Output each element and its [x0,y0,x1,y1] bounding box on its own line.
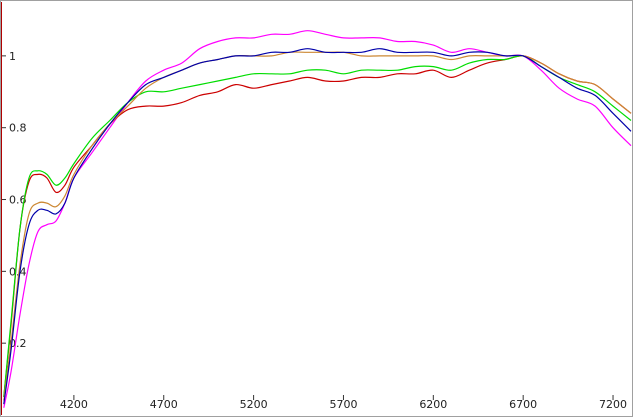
y-tick-label: 0.8 [9,122,27,135]
x-tick-label: 4200 [60,398,88,411]
x-tick-label: 5700 [329,398,357,411]
series-line-1 [3,30,632,408]
series-layer [3,30,632,408]
series-line-5 [3,48,632,405]
x-tick-label: 5200 [240,398,268,411]
series-line-4 [3,51,632,401]
y-tick-label: 1 [9,50,16,63]
y-tick-label: 0.6 [9,194,27,207]
y-tick-label: 0.2 [9,337,27,350]
y-tick-label: 0.4 [9,265,27,278]
x-tick-label: 6700 [509,398,537,411]
x-axis-ticks: 4200 4700 5200 5700 6200 6700 7200 [60,395,627,411]
series-line-3 [3,55,632,398]
x-tick-label: 4700 [150,398,178,411]
x-tick-label: 6200 [419,398,447,411]
x-tick-label: 7200 [599,398,627,411]
y-axis-ticks: 0.2 0.4 0.6 0.8 1 [2,50,27,350]
series-line-2 [3,55,632,398]
